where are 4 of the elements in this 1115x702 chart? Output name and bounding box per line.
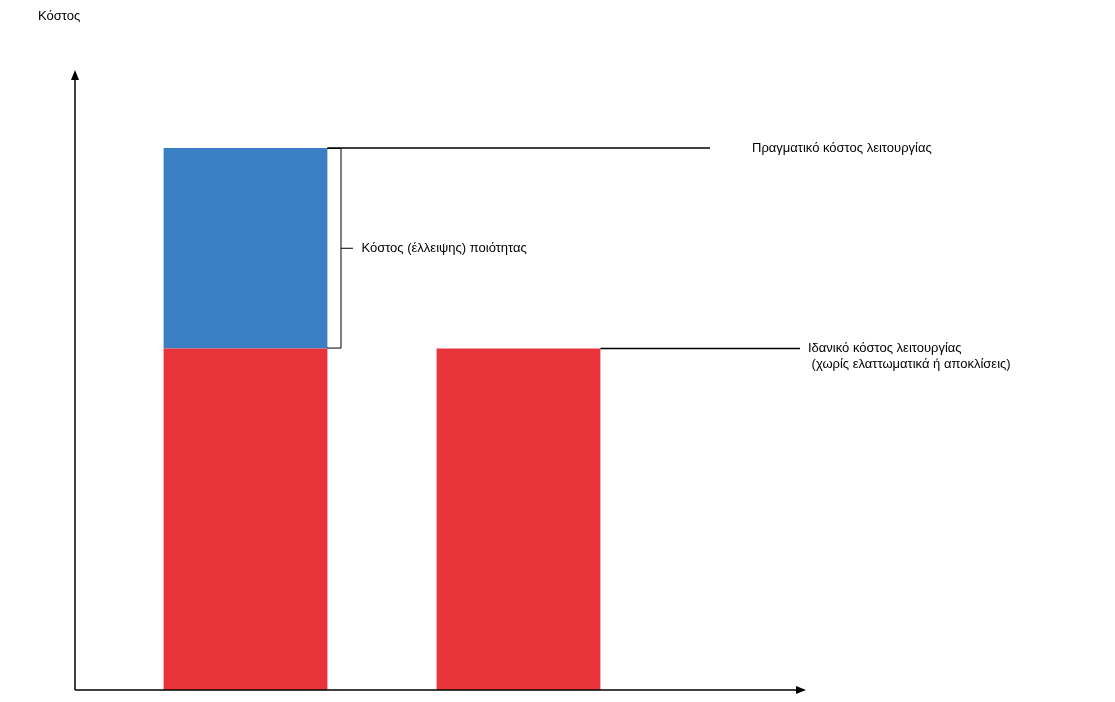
annotation: Πραγματικό κόστος λειτουργίας (752, 139, 932, 155)
annotation: Κόστος (έλλειψης) ποιότητας (361, 239, 527, 255)
text: Κόστος (38, 7, 81, 23)
text: Ιδανικό κόστος λειτουργίας (χωρίς ελαττωματικά ή αποκλίσεις) (808, 340, 1011, 372)
